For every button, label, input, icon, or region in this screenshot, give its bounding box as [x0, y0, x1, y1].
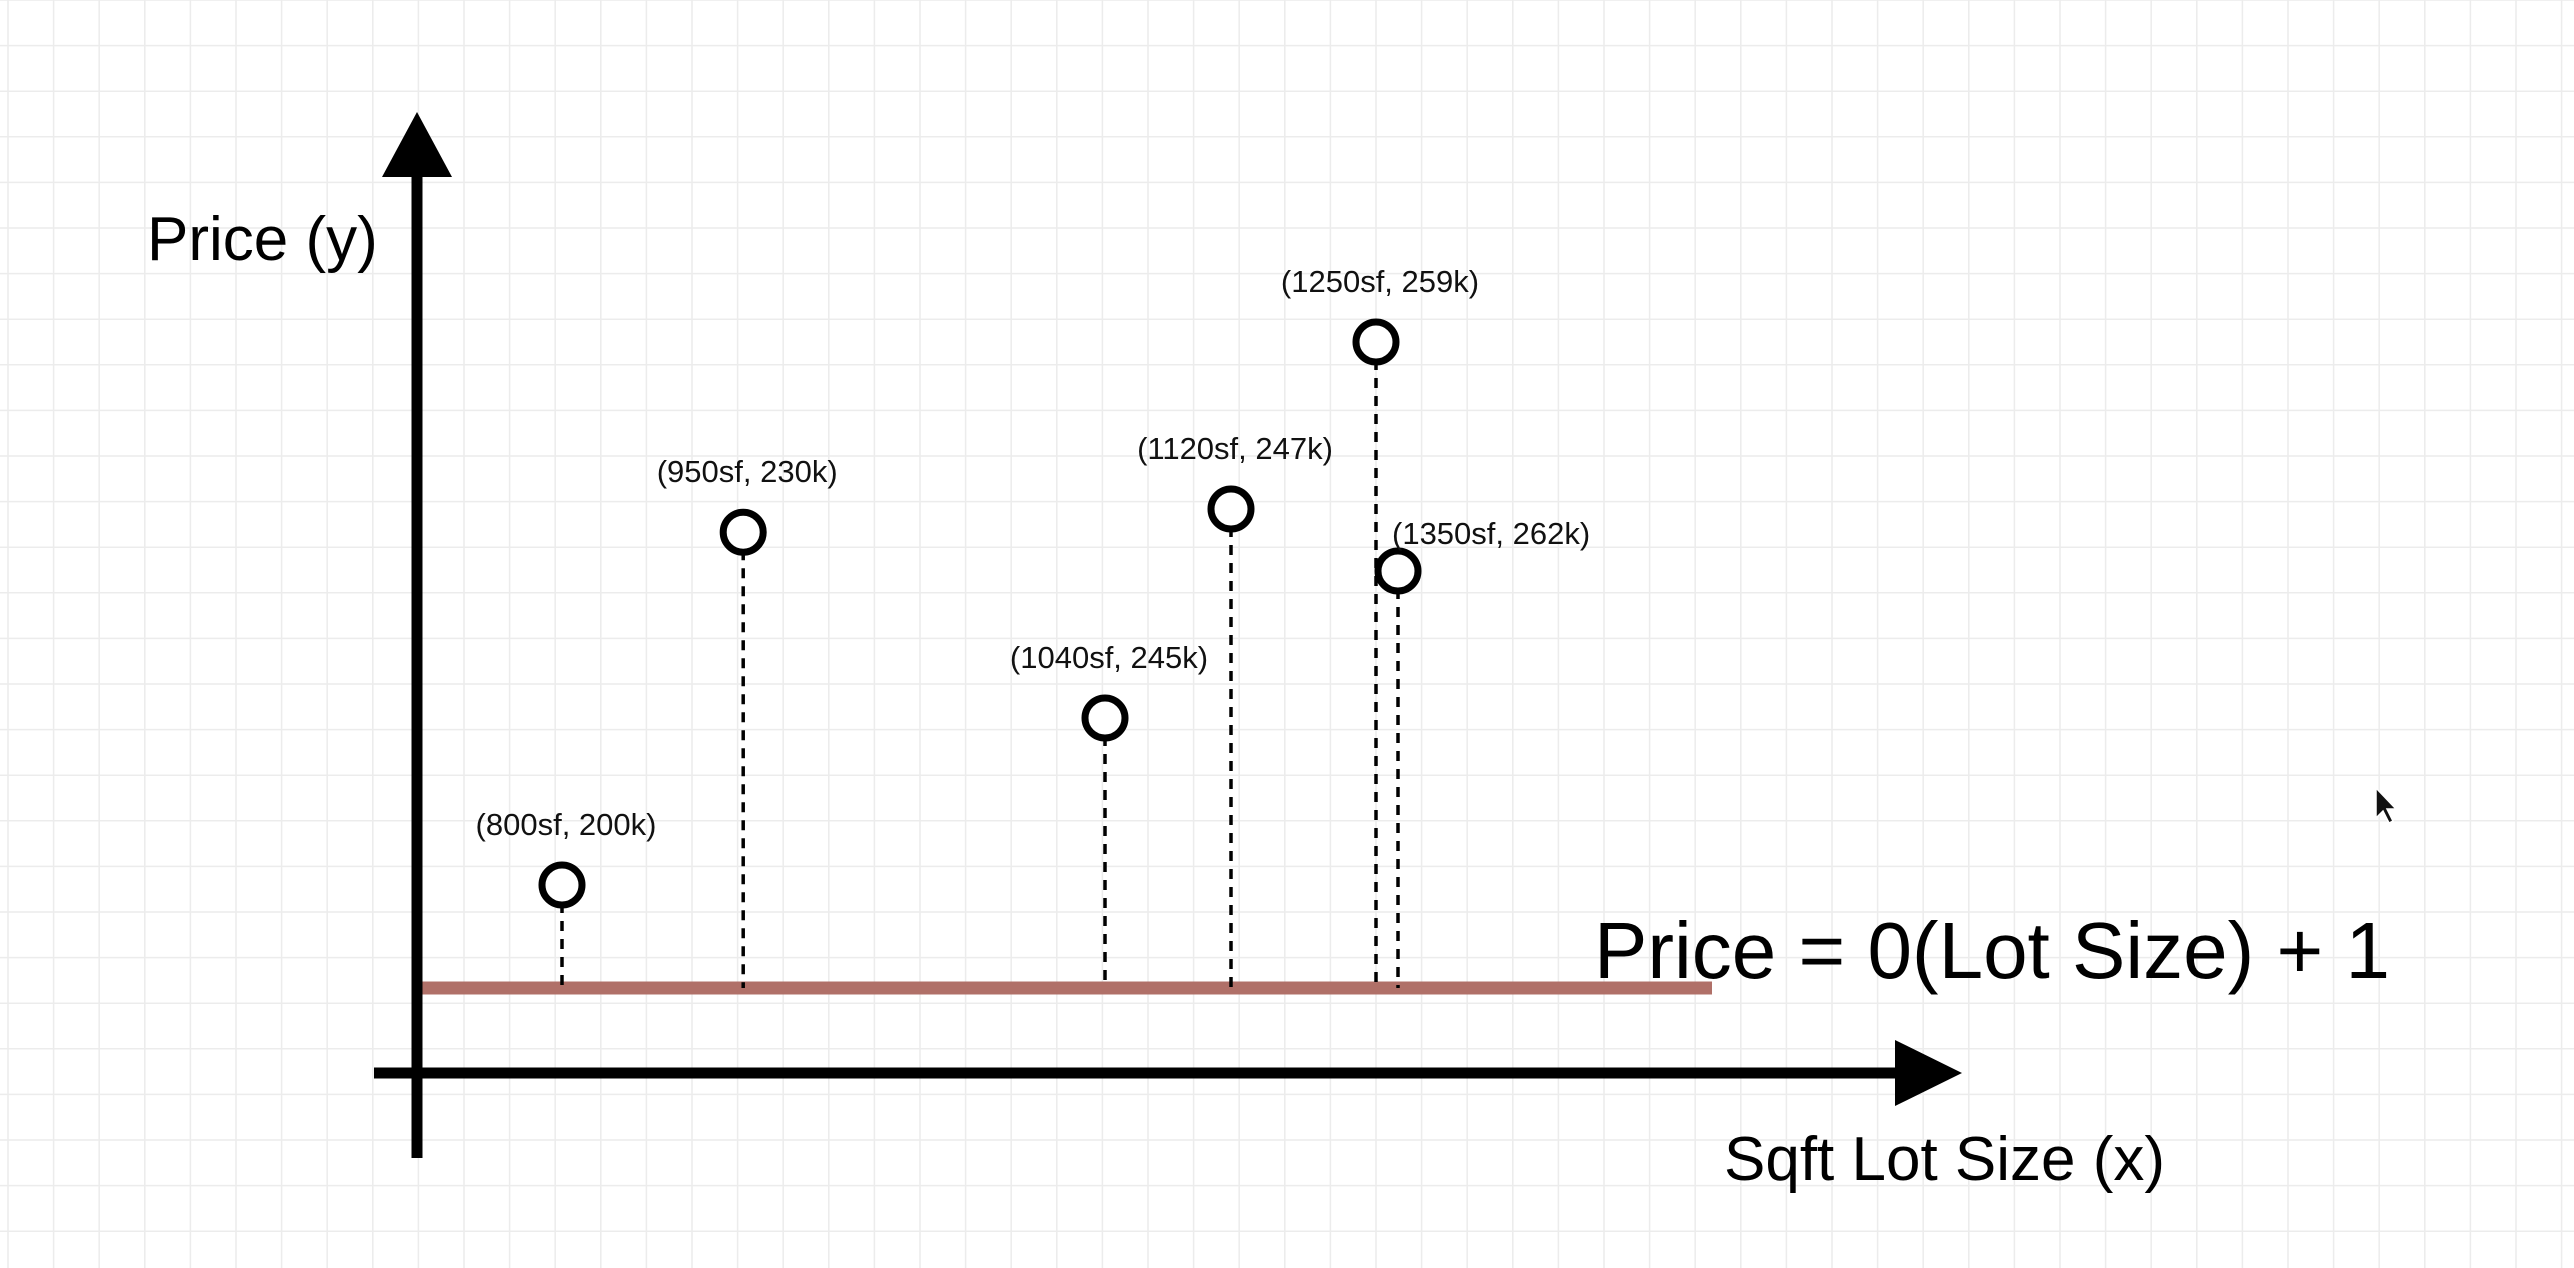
data-point-marker — [719, 508, 767, 556]
data-point-label: (1040sf, 245k) — [1010, 640, 1208, 675]
data-point-label: (800sf, 200k) — [476, 807, 657, 842]
data-point-marker — [1352, 318, 1400, 366]
y-axis-arrowhead — [382, 112, 452, 177]
x-axis-label: Sqft Lot Size (x) — [1724, 1125, 2165, 1194]
data-point-label: (1350sf, 262k) — [1392, 516, 1590, 551]
data-point-label: (950sf, 230k) — [657, 454, 838, 489]
data-point-marker — [1081, 694, 1129, 742]
data-point-marker — [538, 861, 586, 909]
regression-equation: Price = 0(Lot Size) + 1 — [1594, 906, 2390, 995]
data-point-marker — [1374, 547, 1422, 595]
data-point-label: (1120sf, 247k) — [1137, 431, 1333, 466]
y-axis-label: Price (y) — [147, 205, 378, 274]
data-point-marker — [1207, 485, 1255, 533]
data-points: (800sf, 200k) (950sf, 230k) (1040sf, 245k)… — [476, 264, 1590, 988]
mouse-pointer-icon — [2375, 786, 2398, 825]
x-axis-arrowhead — [1895, 1040, 1962, 1106]
data-point-label: (1250sf, 259k) — [1281, 264, 1479, 299]
